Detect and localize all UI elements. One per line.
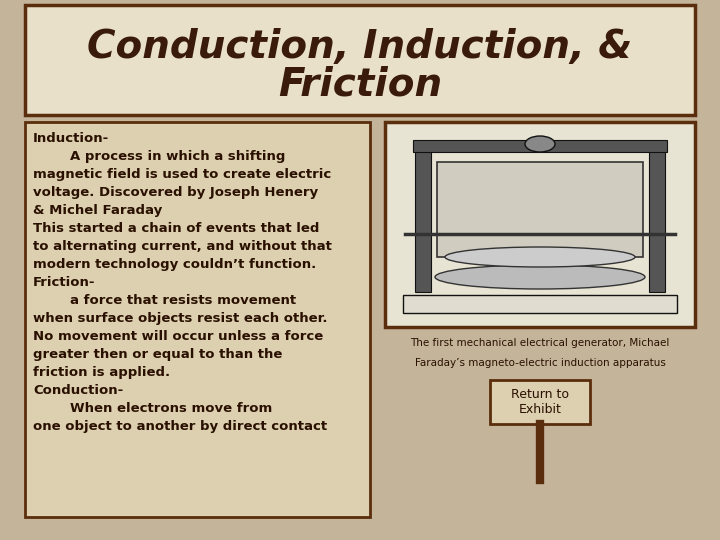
Text: The first mechanical electrical generator, Michael: The first mechanical electrical generato…: [410, 338, 670, 348]
Bar: [385, 122, 695, 327]
Text: Induction-
        A process in which a shifting
magnetic field is used to creat: Induction- A process in which a shifting…: [33, 132, 332, 433]
Ellipse shape: [445, 247, 635, 267]
Bar: [403, 295, 677, 313]
Text: Friction: Friction: [278, 65, 442, 103]
Bar: [25, 122, 370, 517]
Bar: [490, 380, 590, 424]
Text: Conduction, Induction, &: Conduction, Induction, &: [87, 28, 633, 66]
Bar: [415, 142, 431, 292]
Ellipse shape: [435, 265, 645, 289]
Bar: [25, 5, 695, 115]
Text: Return to
Exhibit: Return to Exhibit: [511, 388, 569, 416]
Text: Faraday’s magneto-electric induction apparatus: Faraday’s magneto-electric induction app…: [415, 358, 665, 368]
Ellipse shape: [525, 136, 555, 152]
Bar: [413, 140, 667, 152]
Bar: [649, 142, 665, 292]
Bar: [437, 162, 643, 257]
